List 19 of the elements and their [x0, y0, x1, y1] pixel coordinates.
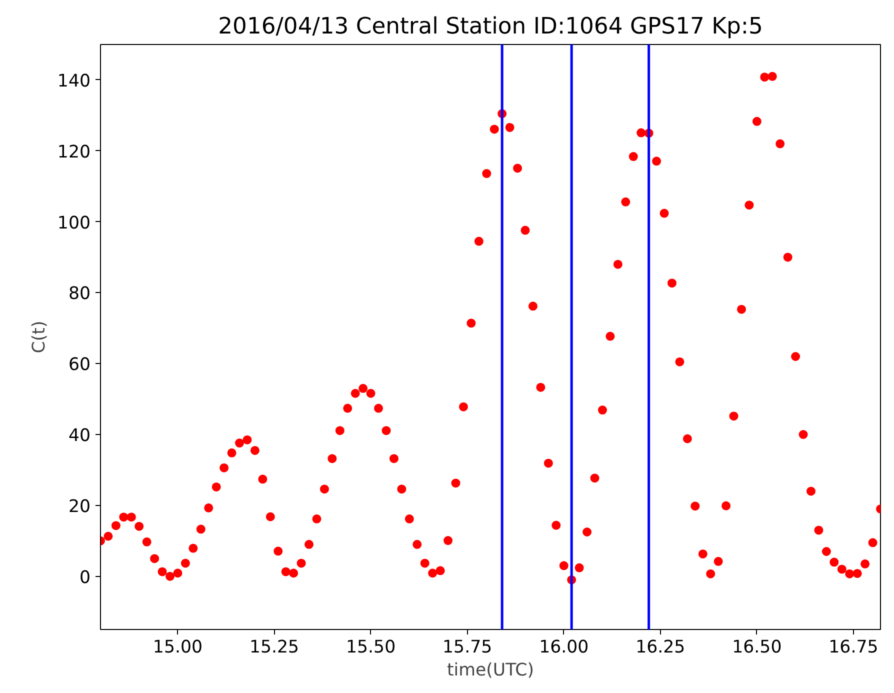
y-tick-label: 60: [68, 355, 91, 376]
y-tick-label: 120: [57, 142, 91, 162]
x-axis-title: time(UTC): [446, 660, 534, 680]
x-tick-label: 15.50: [346, 638, 396, 658]
x-tick-label: 16.50: [732, 638, 782, 658]
y-tick-label: 20: [68, 496, 91, 517]
x-tick-label: 16.00: [539, 638, 589, 658]
y-tick-label: 0: [79, 568, 91, 588]
x-tick-label: 15.25: [249, 638, 300, 658]
x-tick-label: 16.25: [636, 638, 686, 658]
x-tick-label: 15.75: [442, 638, 492, 658]
chart-title: 2016/04/13 Central Station ID:1064 GPS17 Kp:5: [218, 14, 763, 40]
x-tick-label: 15.00: [152, 638, 203, 658]
y-axis-title: C(t): [29, 320, 50, 354]
y-tick-label: 80: [68, 284, 91, 304]
y-tick-label: 100: [57, 213, 91, 234]
y-tick-label: 40: [68, 426, 91, 446]
y-tick-label: 140: [57, 71, 91, 92]
x-tick-label: 16.75: [828, 638, 878, 658]
